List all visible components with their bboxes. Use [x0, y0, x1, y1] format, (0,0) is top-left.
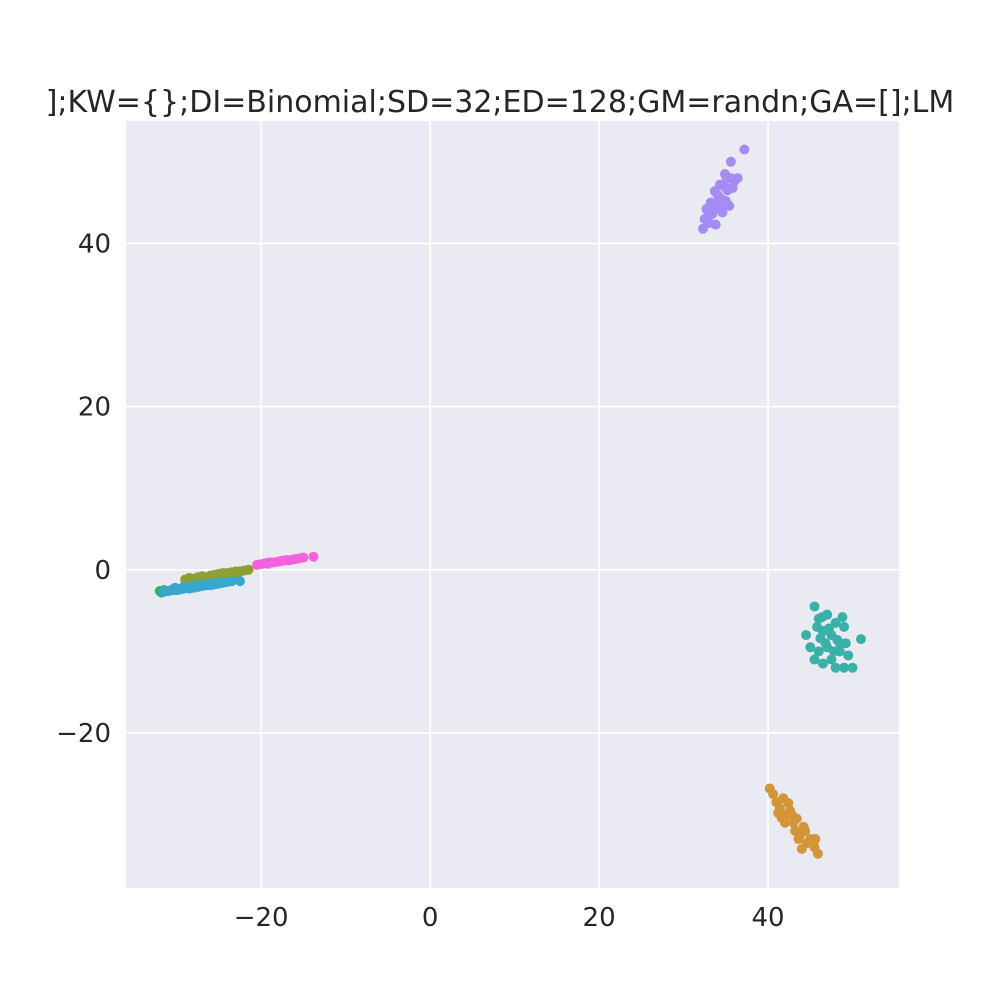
data-point [801, 630, 812, 641]
data-point [832, 634, 843, 645]
data-point [717, 207, 728, 218]
data-point [732, 173, 743, 184]
data-point [847, 662, 858, 673]
data-point [830, 617, 841, 628]
data-point [828, 646, 839, 657]
data-point [826, 654, 837, 665]
data-point [308, 551, 319, 562]
y-tick-label: −20 [56, 719, 111, 749]
data-point [725, 156, 736, 167]
plot-area [126, 121, 899, 888]
data-point [178, 581, 189, 592]
data-points [154, 144, 866, 859]
data-point [203, 578, 214, 589]
data-point [843, 650, 854, 661]
data-point [855, 634, 866, 645]
data-point [262, 558, 273, 569]
y-tick-label: 40 [78, 229, 111, 259]
data-point [793, 834, 804, 845]
data-point [776, 812, 787, 823]
x-tick-label: 40 [752, 903, 785, 933]
x-tick-label: 20 [583, 903, 616, 933]
series-3 [251, 551, 319, 570]
data-point [839, 662, 850, 673]
data-point [243, 564, 254, 575]
data-point [768, 789, 779, 800]
data-point [283, 555, 294, 566]
data-point [212, 577, 223, 588]
data-point [830, 662, 841, 673]
data-point [800, 825, 811, 836]
chart-title: ];KW={};DI=Binomial;SD=32;ED=128;GM=rand… [46, 85, 955, 120]
data-point [274, 556, 285, 567]
data-point [810, 834, 821, 845]
data-point [783, 798, 794, 809]
data-point [721, 173, 732, 184]
data-point [724, 200, 735, 211]
data-point [837, 612, 848, 623]
data-point [809, 654, 820, 665]
data-point [840, 638, 851, 649]
data-point [817, 612, 828, 623]
data-point [714, 179, 725, 190]
data-point [813, 646, 824, 657]
data-point [817, 658, 828, 669]
series-4 [180, 564, 254, 588]
data-point [169, 582, 180, 593]
data-point [298, 552, 309, 563]
data-point [703, 211, 714, 222]
y-tick-label: 20 [78, 393, 111, 423]
data-point [805, 642, 816, 653]
x-tick-label: 0 [422, 903, 439, 933]
data-point [186, 581, 197, 592]
data-point [790, 825, 801, 836]
data-point [820, 638, 831, 649]
x-tick-label: −20 [234, 903, 289, 933]
data-point [796, 843, 807, 854]
data-point [786, 809, 797, 820]
y-axis-tick-labels: −20 0 20 40 [56, 229, 111, 749]
data-point [710, 219, 721, 230]
series-0 [698, 144, 750, 234]
series-1 [801, 601, 866, 673]
data-point [812, 621, 823, 632]
x-axis-tick-labels: −20 0 20 40 [234, 903, 785, 933]
data-point [739, 144, 750, 155]
series-6 [159, 576, 246, 597]
data-point [812, 848, 823, 859]
data-point [226, 576, 237, 587]
series-2 [764, 783, 823, 859]
data-point [195, 579, 206, 590]
data-point [716, 198, 727, 209]
data-point [235, 576, 246, 587]
data-point [839, 621, 850, 632]
grid-lines [126, 121, 899, 888]
data-point [809, 601, 820, 612]
y-tick-label: 0 [94, 556, 111, 586]
data-point [823, 623, 834, 634]
